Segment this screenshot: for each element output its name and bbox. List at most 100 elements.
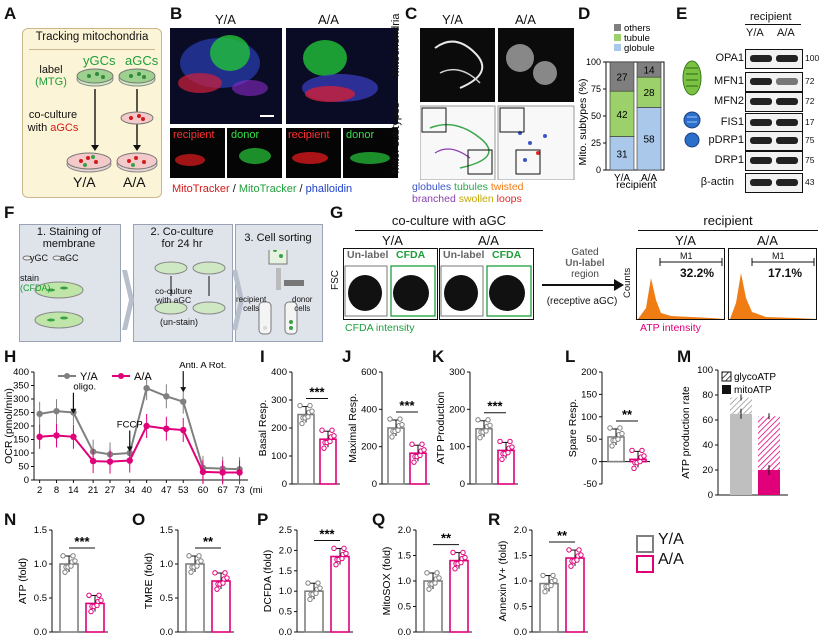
e-mito-icons [682, 60, 702, 148]
g-receptive: (receptive aGC) [546, 296, 618, 307]
g-arrow [542, 279, 624, 291]
N-dot-1-8 [94, 602, 100, 609]
N-bar-0 [59, 563, 79, 633]
panel-letter-c: C [405, 4, 418, 23]
e-band-aa-6 [776, 179, 798, 186]
chart-m-atp-rate: 0 20 40 60 80 100 ATP production rate glycoATP m… [680, 365, 788, 501]
d-ytick-label-100: 100 [586, 57, 601, 67]
P-ylabel: DCFDA (fold) [262, 550, 274, 612]
Q-dot-1-8 [458, 559, 464, 566]
g-rec-aa: A/A [757, 233, 778, 248]
h-annot-2: Anti. A Rot. [179, 362, 226, 371]
O-dot-1-5 [214, 586, 220, 592]
panel-b-donor-ya: donor [231, 129, 260, 141]
I-dot-0-6 [307, 402, 313, 409]
N-dot-0-5 [62, 569, 68, 575]
R-dot-1-0 [566, 547, 572, 553]
agcs-label: aGCs [125, 53, 159, 68]
h-point-A/A-11 [236, 469, 243, 476]
e-blot-1 [745, 72, 803, 92]
M-ytick-label-0: 0 [708, 490, 713, 501]
h-ylabel: OCR (pmol/min) [3, 388, 15, 464]
h-annot-head-2 [180, 387, 187, 393]
P-dot-0-8 [313, 590, 319, 596]
d-val-Y/A-tubule: 42 [616, 110, 628, 121]
e-protein-5: DRP1 [714, 154, 744, 166]
R-ytick-label-1.5: 1.5 [514, 551, 527, 562]
P-dot-1-8 [339, 555, 345, 562]
L-dot-0-4 [619, 430, 625, 437]
e-band-ya-5 [750, 157, 772, 164]
d-xtick-1: A/A [641, 173, 657, 184]
d-bar-A/A-tubule [636, 76, 662, 108]
Q-dot-0-4 [436, 575, 442, 581]
panel-letter-m: M [677, 347, 692, 366]
g-fsc: FSC [330, 270, 341, 290]
h-point-A/A-1 [53, 432, 60, 439]
M-ytick-label-40: 40 [702, 440, 713, 451]
O-ytick-label-1.0: 1.0 [160, 559, 173, 570]
micrographs-c [420, 28, 575, 180]
K-ytick-label-0: 0 [460, 479, 465, 490]
f-unstain: (un-stain) [160, 317, 199, 327]
I-ytick-label-100: 100 [271, 451, 287, 462]
panel-letter-p: P [257, 510, 269, 529]
K-dot-1-4 [509, 444, 515, 450]
N-dot-0-8 [68, 563, 74, 569]
f-step1-l1: 1. Staining of [36, 226, 102, 238]
M-ytick-label-20: 20 [702, 465, 713, 476]
f-recipient2: cells [243, 304, 260, 313]
f-donor1: donor [292, 295, 313, 304]
panel-letter-h: H [4, 347, 17, 366]
R-dot-0-8 [548, 582, 554, 589]
e-protein-0: OPA1 [715, 52, 744, 64]
h-xtick-label-60: 60 [198, 485, 209, 496]
J-dot-0-4 [399, 421, 405, 428]
P-sig: *** [319, 527, 335, 542]
f-step2-box [133, 224, 233, 342]
h-annot-1: FCCP [117, 420, 143, 431]
e-protein-4: pDRP1 [708, 134, 744, 146]
panel-letter-n: N [4, 510, 17, 529]
e-mw-4: 75 [805, 135, 815, 145]
label-text: label [39, 64, 63, 76]
O-dot-0-5 [188, 569, 194, 575]
chart-h-ocr: 0 50 100 150 200 250 300 350 400 2 8 14 21 27 34 40 47 53… [3, 362, 262, 496]
legend-ya-label: Y/A [658, 531, 684, 548]
d-xtick-0: Y/A [614, 173, 630, 184]
c-legend-twisted: twisted [490, 181, 524, 193]
h-xtick-label-8: 8 [54, 485, 59, 496]
O-dot-0-4 [198, 558, 204, 564]
f-step2-l1: 2. Co-culture [150, 226, 214, 238]
I-dot-0-8 [305, 414, 311, 420]
chart-q-mitosox: 0.0 0.5 1.0 1.5 2.0 MitoSOX (fold) ** [381, 525, 472, 638]
panel-letter-b: B [170, 4, 183, 23]
h-point-Y/A-7 [163, 393, 170, 400]
P-ytick-label-0.5: 0.5 [279, 607, 292, 618]
I-ylabel: Basal Resp. [258, 400, 269, 457]
P-dot-0-4 [317, 585, 323, 591]
d-legend-tubule: tubule [624, 33, 650, 44]
N-dot-1-6 [96, 592, 102, 598]
L-ytick-label-200: 200 [581, 367, 597, 378]
J-dot-1-5 [411, 459, 417, 465]
L-ytick-label--50: -50 [583, 479, 597, 490]
panel-letter-j: J [342, 347, 352, 366]
panel-b-aa: A/A [318, 12, 339, 27]
e-band-ya-0 [750, 55, 772, 62]
f-step1-l2: membrane [42, 238, 96, 250]
g-cfda-ya: CFDA [396, 249, 426, 261]
L-dot-1-6 [639, 447, 645, 454]
legend-mitotracker-green: MitoTracker [238, 183, 297, 195]
N-ytick-label-0.0: 0.0 [34, 627, 47, 638]
K-dot-0-4 [487, 422, 493, 429]
panel-a-dishes [66, 68, 158, 173]
I-dot-1-0 [319, 427, 325, 433]
P-dot-1-6 [341, 545, 347, 552]
d-xgroup: recipient [616, 179, 656, 191]
c-legend-loops: loops [496, 193, 522, 205]
N-ylabel: ATP (fold) [17, 558, 29, 604]
M-legend-glyco-swatch [721, 371, 732, 382]
g-cfda-aa: CFDA [492, 249, 522, 261]
e-band-ya-4 [750, 137, 772, 144]
